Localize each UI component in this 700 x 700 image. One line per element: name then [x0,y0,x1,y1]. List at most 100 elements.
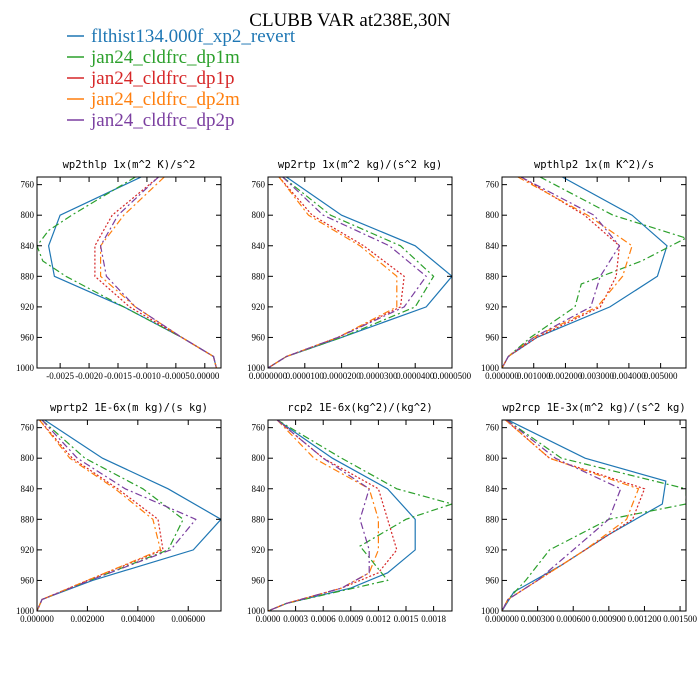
x-tick-label: 0.000900 [592,614,626,624]
panel-title: rcp2 1E-6x(kg^2)/(kg^2) [287,402,432,414]
series-line [99,177,217,368]
chart-panel: wp2rtp 1x(m^2 kg)/(s^2 kg) 760 800 840 880 92… [247,159,472,381]
y-tick-label: 880 [486,514,500,524]
series-line [268,177,405,368]
y-tick-label: 1000 [481,606,500,616]
y-tick-label: 920 [252,545,266,555]
x-tick-label: 0.0012 [366,614,391,624]
legend-label: flthist134.000f_xp2_revert [91,26,296,47]
y-tick-label: 1000 [247,363,266,373]
series-line [502,420,622,611]
plot-frame [267,419,453,612]
panel-title: wprtp2 1E-6x(m kg)/(s kg) [50,402,208,414]
y-tick-label: 800 [252,210,266,220]
x-tick-label: 0.0018 [421,614,446,624]
x-tick-label: 0.0006 [311,614,336,624]
x-tick-label: 0.001500 [663,614,697,624]
y-tick-label: 840 [21,484,35,494]
x-tick-label: 0.000000 [20,614,54,624]
y-tick-label: 800 [252,453,266,463]
x-tick-label: 0.000600 [556,614,590,624]
y-tick-label: 960 [252,332,266,342]
x-tick-label: 0.005000 [644,371,678,381]
series-line [37,420,221,611]
plot-frame [501,419,687,612]
y-tick-label: 1000 [16,606,35,616]
panel-grid: wp2thlp 1x(m^2 K)/s^2 760 800 840 880 920 960 1… [16,159,697,624]
x-tick-label: -0.0010 [133,371,161,381]
y-tick-label: 920 [486,302,500,312]
panel-title: wp2rcp 1E-3x(m^2 kg)/(s^2 kg) [502,402,685,414]
x-tick-label: 0.003000 [580,371,614,381]
series-line [502,420,640,611]
y-tick-label: 800 [21,210,35,220]
x-tick-label: -0.0025 [46,371,74,381]
series-line [268,420,416,611]
x-tick-label: 0.004000 [121,614,155,624]
x-tick-label: -0.0005 [162,371,190,381]
series-line [37,420,184,611]
x-tick-label: 0.0000100 [286,371,325,381]
y-tick-label: 880 [21,514,35,524]
series-line [268,420,452,611]
series-line [268,420,398,611]
series-line [268,177,428,368]
x-tick-label: 0.001200 [628,614,662,624]
x-tick-label: 0.000000 [485,371,519,381]
plot-frame [267,176,453,369]
x-tick-label: -0.0015 [104,371,132,381]
y-tick-label: 840 [252,484,266,494]
x-tick-label: 0.0000 [256,614,281,624]
legend-label: jan24_cldfrc_dp2m [90,89,240,110]
series-line [502,177,621,368]
series-line [502,420,686,611]
y-tick-label: 760 [252,180,266,190]
x-tick-label: 0.000300 [521,614,555,624]
series-line [47,177,217,368]
figure-title: CLUBB VAR at238E,30N [249,10,451,31]
series-line [268,420,370,611]
x-tick-label: -0.0020 [75,371,103,381]
series-line [37,420,197,611]
x-tick-label: 0.004000 [612,371,646,381]
y-tick-label: 800 [486,453,500,463]
x-tick-label: 0.002000 [71,614,105,624]
plot-frame [36,419,222,612]
y-tick-label: 800 [21,453,35,463]
chart-panel: wp2rcp 1E-3x(m^2 kg)/(s^2 kg)760 800 840 88… [481,402,697,624]
y-tick-label: 960 [252,575,266,585]
y-tick-label: 840 [486,484,500,494]
y-tick-label: 760 [486,423,500,433]
series-line [94,177,217,368]
x-tick-label: 0.0003 [283,614,308,624]
series-line [99,177,217,368]
y-tick-label: 840 [486,241,500,251]
y-tick-label: 880 [252,514,266,524]
y-tick-label: 960 [21,332,35,342]
series-line [37,177,217,368]
y-tick-label: 760 [486,180,500,190]
legend-label: jan24_cldfrc_dp1m [90,47,240,68]
x-tick-label: 0.0015 [394,614,419,624]
legend-label: jan24_cldfrc_dp1p [90,68,235,89]
y-tick-label: 840 [252,241,266,251]
y-tick-label: 1000 [247,606,266,616]
legend: flthist134.000f_xp2_revertjan24_cldfrc_d… [67,26,296,131]
y-tick-label: 760 [252,423,266,433]
series-line [268,420,379,611]
y-tick-label: 880 [21,271,35,281]
series-line [502,177,686,368]
x-tick-label: 0.0000000 [249,371,288,381]
y-tick-label: 840 [21,241,35,251]
panel-title: wp2rtp 1x(m^2 kg)/(s^2 kg) [278,159,442,171]
plot-frame [501,176,687,369]
y-tick-label: 920 [486,545,500,555]
y-tick-label: 760 [21,423,35,433]
x-tick-label: 0.0000400 [396,371,435,381]
y-tick-label: 1000 [16,363,35,373]
y-tick-label: 800 [486,210,500,220]
series-line [502,420,646,611]
x-tick-label: 0.0009 [338,614,363,624]
y-tick-label: 960 [21,575,35,585]
